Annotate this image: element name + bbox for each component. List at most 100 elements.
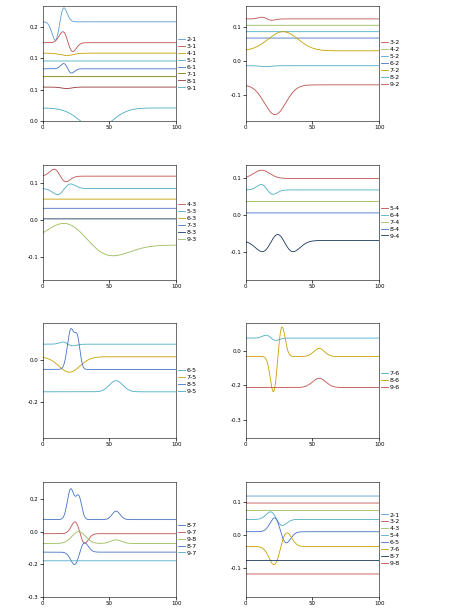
8-7 xyxy=(170,516,175,523)
8-5 xyxy=(46,366,52,373)
8-7 xyxy=(304,557,310,564)
8-7 xyxy=(173,516,179,523)
Line: 8-6: 8-6 xyxy=(246,327,379,392)
7-4 xyxy=(376,198,382,205)
4-3 xyxy=(373,507,378,514)
9-3 xyxy=(110,252,116,260)
8-5 xyxy=(68,325,74,332)
4-3 xyxy=(40,172,46,180)
6-5 xyxy=(304,528,310,536)
9-8 xyxy=(159,540,164,547)
9-2 xyxy=(365,81,371,89)
9-6 xyxy=(308,379,313,387)
4-1 xyxy=(40,49,46,57)
7-2 xyxy=(250,45,255,52)
Legend: 8-7, 9-7, 9-8, 8-7, 9-7: 8-7, 9-7, 9-8, 8-7, 9-7 xyxy=(178,523,197,556)
8-5 xyxy=(170,366,175,373)
9-1 xyxy=(173,105,179,112)
7-2 xyxy=(308,44,313,51)
Legend: 7-6, 8-6, 9-6: 7-6, 8-6, 9-6 xyxy=(381,371,400,391)
8-7 xyxy=(373,557,378,564)
7-6 xyxy=(243,543,248,550)
2-1 xyxy=(173,18,179,25)
6-5 xyxy=(376,528,382,536)
2-1 xyxy=(373,493,378,500)
7-5 xyxy=(145,353,151,360)
5-1 xyxy=(40,57,46,65)
3-1 xyxy=(40,39,46,46)
8-1 xyxy=(170,84,175,91)
7-6 xyxy=(376,543,382,550)
7-2 xyxy=(373,47,378,55)
8-2 xyxy=(263,63,269,70)
8-7 xyxy=(72,561,77,568)
6-1 xyxy=(145,65,151,73)
Line: 9-7: 9-7 xyxy=(43,522,176,543)
9-3 xyxy=(173,242,179,249)
8-7 xyxy=(173,549,179,556)
9-8 xyxy=(46,540,52,547)
5-4 xyxy=(373,516,378,523)
5-4 xyxy=(373,175,378,182)
7-6 xyxy=(250,543,255,550)
9-8 xyxy=(145,540,151,547)
9-1 xyxy=(93,125,99,133)
9-4 xyxy=(290,248,296,255)
5-4 xyxy=(280,522,285,530)
8-1 xyxy=(40,84,46,91)
6-1 xyxy=(101,65,107,73)
8-3 xyxy=(170,215,175,223)
Line: 6-5: 6-5 xyxy=(246,518,379,543)
4-3 xyxy=(243,507,248,514)
Line: 2-1: 2-1 xyxy=(43,8,176,40)
9-7 xyxy=(145,557,151,565)
7-6 xyxy=(284,529,290,536)
9-7 xyxy=(105,557,110,565)
7-5 xyxy=(66,368,72,376)
3-2 xyxy=(376,15,382,23)
8-2 xyxy=(373,62,378,69)
9-6 xyxy=(250,384,255,391)
7-4 xyxy=(250,198,255,205)
9-2 xyxy=(373,81,378,89)
8-3 xyxy=(169,215,175,223)
8-6 xyxy=(308,351,314,358)
6-1 xyxy=(170,65,175,73)
6-5 xyxy=(348,528,354,536)
3-2 xyxy=(243,499,248,507)
2-1 xyxy=(170,18,175,25)
4-2 xyxy=(373,22,378,29)
5-4 xyxy=(348,175,354,182)
5-1 xyxy=(145,57,151,65)
7-1 xyxy=(173,73,179,81)
4-1 xyxy=(64,52,70,59)
7-6 xyxy=(373,543,378,550)
6-5 xyxy=(170,341,175,348)
7-1 xyxy=(101,73,107,81)
8-7 xyxy=(101,516,107,523)
9-6 xyxy=(373,384,378,391)
2-1 xyxy=(373,493,378,500)
6-2 xyxy=(348,34,354,42)
3-2 xyxy=(308,499,313,507)
9-1 xyxy=(170,105,175,112)
6-3 xyxy=(46,196,52,203)
5-4 xyxy=(373,516,378,523)
2-1 xyxy=(308,493,313,500)
7-6 xyxy=(243,335,248,342)
6-5 xyxy=(272,514,277,522)
6-3 xyxy=(170,196,175,203)
8-1 xyxy=(101,84,107,91)
7-1 xyxy=(145,73,151,81)
7-4 xyxy=(243,198,248,205)
Line: 7-2: 7-2 xyxy=(246,32,379,51)
8-1 xyxy=(46,84,52,91)
6-3 xyxy=(169,196,175,203)
3-2 xyxy=(250,15,255,23)
8-6 xyxy=(271,388,276,395)
3-2 xyxy=(373,499,378,507)
8-1 xyxy=(105,84,110,91)
6-1 xyxy=(173,65,179,73)
8-6 xyxy=(304,352,310,360)
8-2 xyxy=(373,62,378,69)
